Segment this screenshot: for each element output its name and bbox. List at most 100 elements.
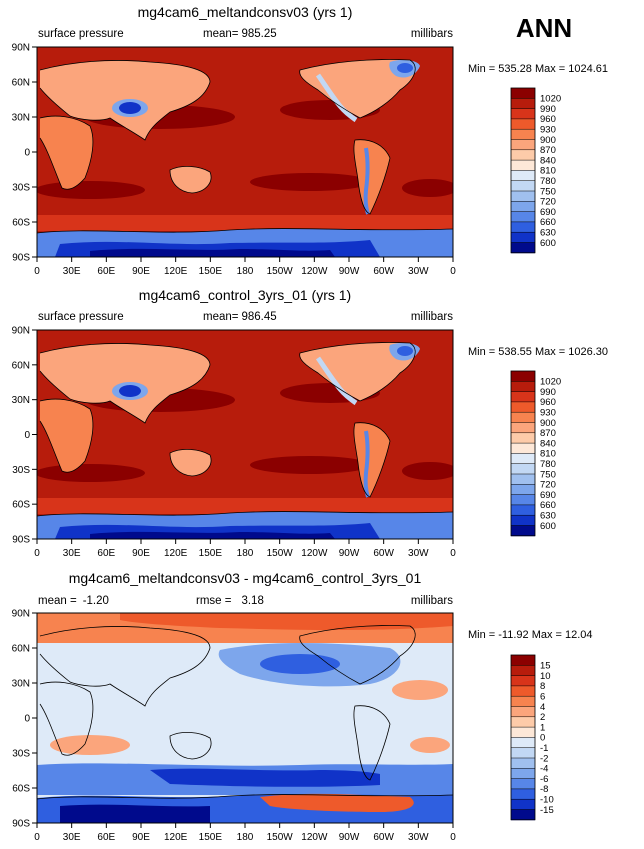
y-tick-label: 90N bbox=[12, 609, 30, 620]
antarctica-core bbox=[90, 248, 335, 257]
colorbar-swatch bbox=[511, 716, 535, 728]
y-tick-label: 60N bbox=[12, 78, 30, 89]
antarctica-core bbox=[90, 531, 335, 539]
tibet-low-core bbox=[119, 385, 141, 397]
x-tick-label: 30E bbox=[63, 548, 81, 559]
colorbar-swatch bbox=[511, 474, 535, 485]
colorbar-level-label: 900 bbox=[540, 418, 556, 429]
x-tick-label: 0 bbox=[34, 832, 40, 843]
x-tick-label: 90E bbox=[132, 832, 150, 843]
mean-label: mean= 985.25 bbox=[203, 28, 277, 40]
x-tick-label: 120W bbox=[301, 548, 328, 559]
rmse-value: 3.18 bbox=[241, 595, 263, 607]
x-tick-label: 30E bbox=[63, 832, 81, 843]
coastline bbox=[353, 139, 391, 215]
southern-positive-anomaly bbox=[50, 735, 130, 755]
continent-north-america bbox=[299, 59, 416, 118]
coastline bbox=[353, 422, 391, 498]
andes-low bbox=[363, 147, 370, 215]
y-tick-label: 90N bbox=[12, 326, 30, 337]
x-tick-label: 90W bbox=[339, 266, 360, 277]
southern-trough bbox=[37, 215, 453, 231]
colorbar-swatch bbox=[511, 422, 535, 434]
greenland-core bbox=[397, 346, 413, 356]
continent-north-america bbox=[299, 342, 416, 401]
x-tick-label: 60W bbox=[373, 266, 394, 277]
colorbar-level-label: 1020 bbox=[540, 377, 561, 388]
coastline bbox=[169, 166, 212, 194]
map-field bbox=[37, 330, 453, 539]
colorbar-level-label: 750 bbox=[540, 186, 556, 197]
panel-difference: mg4cam6_meltandconsv03 - mg4cam6_control… bbox=[12, 570, 593, 843]
x-tick-label: 120W bbox=[301, 832, 328, 843]
y-tick-label: 30S bbox=[12, 183, 30, 194]
southern-trough bbox=[37, 498, 453, 514]
min-max-label: Min = 538.55 Max = 1026.30 bbox=[468, 346, 608, 358]
x-tick-label: 0 bbox=[34, 548, 40, 559]
colorbar-level-label: -15 bbox=[540, 805, 554, 816]
colorbar-level-label: 630 bbox=[540, 228, 556, 239]
continent-australia bbox=[170, 449, 212, 476]
colorbar-level-label: 690 bbox=[540, 490, 556, 501]
mean-label-text: mean = bbox=[38, 595, 77, 607]
coastlines bbox=[37, 342, 453, 517]
southern-negative-core bbox=[150, 768, 380, 787]
continent-south-america bbox=[353, 422, 390, 497]
colorbar-level-label: 990 bbox=[540, 387, 556, 398]
colorbar-level-label: 930 bbox=[540, 408, 556, 419]
x-tick-label: 0 bbox=[34, 266, 40, 277]
colorbar-swatch bbox=[511, 88, 535, 99]
colorbar-swatch bbox=[511, 118, 535, 130]
continent-south-america bbox=[353, 139, 390, 214]
colorbar-swatch bbox=[511, 706, 535, 718]
colorbar-swatch bbox=[511, 371, 535, 382]
mean-label-text: mean= bbox=[203, 311, 239, 323]
coastline bbox=[299, 625, 416, 685]
antarctic-positive-anomaly bbox=[260, 793, 414, 812]
rmse-label: rmse = 3.18 bbox=[196, 595, 264, 607]
y-tick-label: 30N bbox=[12, 113, 30, 124]
y-tick-label: 0 bbox=[24, 714, 30, 725]
colorbar-swatch bbox=[511, 747, 535, 759]
colorbar-swatch bbox=[511, 391, 535, 403]
y-tick-label: 90S bbox=[12, 253, 30, 264]
season-label: ANN bbox=[516, 13, 572, 43]
colorbar-level-label: 15 bbox=[540, 661, 551, 672]
colorbar-swatch bbox=[511, 727, 535, 738]
variable-label: surface pressure bbox=[38, 28, 124, 40]
x-tick-label: 180 bbox=[237, 832, 254, 843]
colorbar-swatch bbox=[511, 443, 535, 454]
colorbar-level-label: -8 bbox=[540, 784, 548, 795]
colorbar-swatch bbox=[511, 655, 535, 666]
colorbar-level-label: 6 bbox=[540, 692, 545, 703]
x-tick-label: 30W bbox=[408, 548, 429, 559]
continent-africa bbox=[40, 116, 93, 190]
colorbar-level-label: 1020 bbox=[540, 94, 561, 105]
coastlines bbox=[37, 625, 453, 800]
colorbar-swatch bbox=[511, 221, 535, 233]
y-tick-label: 0 bbox=[24, 430, 30, 441]
x-tick-label: 60E bbox=[97, 266, 115, 277]
colorbar-level-label: 720 bbox=[540, 480, 556, 491]
x-tick-label: 150W bbox=[267, 832, 294, 843]
x-tick-label: 0 bbox=[450, 548, 456, 559]
y-axis-ticks: 90N 60N 30N 0 30S 60S 90S bbox=[12, 326, 37, 546]
colorbar-level-label: 930 bbox=[540, 125, 556, 136]
andes-low bbox=[363, 430, 370, 498]
x-axis-ticks: 0 30E 60E 90E 120E 150E 180 150W 120W 90W 60W 30W 0 bbox=[34, 823, 456, 843]
colorbar-swatch bbox=[511, 463, 535, 475]
colorbar-swatch bbox=[511, 778, 535, 790]
colorbar-level-label: 660 bbox=[540, 500, 556, 511]
x-tick-label: 120E bbox=[164, 548, 188, 559]
y-tick-label: 0 bbox=[24, 148, 30, 159]
rmse-label-text: rmse = bbox=[196, 595, 232, 607]
high-pressure-band bbox=[37, 464, 145, 482]
continent-australia bbox=[170, 166, 212, 193]
y-tick-label: 30S bbox=[12, 749, 30, 760]
colorbar-swatch bbox=[511, 525, 535, 537]
x-tick-label: 60E bbox=[97, 548, 115, 559]
colorbar-swatch bbox=[511, 453, 535, 465]
colorbar-swatch bbox=[511, 201, 535, 212]
y-axis-ticks: 90N 60N 30N 0 30S 60S 90S bbox=[12, 43, 37, 264]
y-tick-label: 90S bbox=[12, 819, 30, 830]
